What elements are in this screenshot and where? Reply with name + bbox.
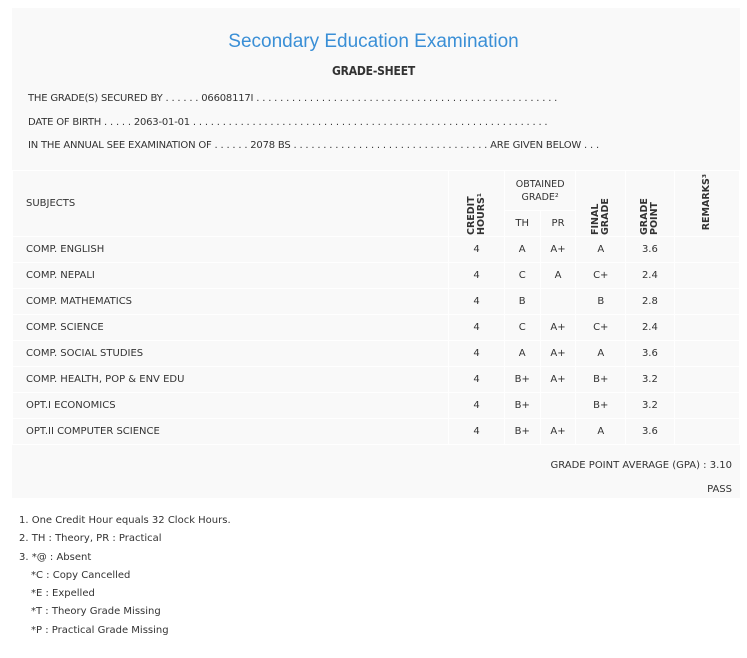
cell-th: B+	[503, 418, 541, 445]
cell-pr: A+	[539, 314, 577, 341]
cell-remarks	[673, 262, 741, 289]
cell-th: B+	[503, 392, 541, 419]
footnotes: 1. One Credit Hour equals 32 Clock Hours…	[19, 512, 231, 640]
exam-title: Secondary Education Examination	[228, 31, 519, 52]
cell-th: B+	[503, 366, 541, 393]
cell-pr: A+	[539, 236, 577, 263]
cell-final: A	[575, 236, 627, 263]
footnote: *P : Practical Grade Missing	[31, 624, 169, 636]
cell-remarks	[673, 366, 741, 393]
cell-subject: COMP. SOCIAL STUDIES	[11, 340, 450, 367]
table-row: COMP. ENGLISH 4 A A+ A 3.6	[11, 236, 741, 263]
cell-subject: COMP. NEPALI	[11, 262, 450, 289]
gpa-summary: GRADE POINT AVERAGE (GPA) : 3.10	[550, 460, 732, 471]
cell-pr	[539, 392, 577, 419]
cell-point: 3.6	[625, 340, 675, 367]
header-remarks: REMARKS³	[700, 173, 712, 231]
cell-point: 3.2	[625, 366, 675, 393]
cell-final: A	[575, 418, 627, 445]
table-row: OPT.I ECONOMICS 4 B+ B+ 3.2	[11, 392, 741, 419]
footnote: 3. *@ : Absent	[19, 551, 92, 563]
header-credit: CREDIT HOURS¹	[465, 192, 487, 235]
footnote: 2. TH : Theory, PR : Practical	[19, 533, 162, 545]
cell-credit: 4	[448, 262, 505, 289]
cell-credit: 4	[448, 314, 505, 341]
sheet-subtitle: GRADE-SHEET	[331, 64, 416, 78]
cell-remarks	[673, 340, 741, 367]
cell-credit: 4	[448, 288, 505, 315]
footnote: *T : Theory Grade Missing	[31, 606, 161, 618]
table-row: COMP. HEALTH, POP & ENV EDU 4 B+ A+ B+ 3.2	[11, 366, 741, 393]
cell-credit: 4	[448, 392, 505, 419]
cell-subject: COMP. MATHEMATICS	[11, 288, 450, 315]
table-row: COMP. NEPALI 4 C A C+ 2.4	[11, 262, 741, 289]
cell-th: C	[503, 262, 541, 289]
cell-subject: OPT.I ECONOMICS	[11, 392, 450, 419]
header-point: GRADE POINT	[638, 197, 660, 235]
cell-remarks	[673, 392, 741, 419]
cell-remarks	[673, 236, 741, 263]
header-th: TH	[503, 210, 541, 237]
secured-by-line: THE GRADE(S) SECURED BY . . . . . . 0660…	[28, 93, 558, 104]
cell-point: 3.6	[625, 418, 675, 445]
cell-remarks	[673, 418, 741, 445]
dob-line: DATE OF BIRTH . . . . . 2063-01-01 . . .…	[28, 117, 548, 128]
cell-credit: 4	[448, 366, 505, 393]
cell-remarks	[673, 314, 741, 341]
cell-pr: A+	[539, 418, 577, 445]
header-pr: PR	[539, 210, 577, 237]
footnote: 1. One Credit Hour equals 32 Clock Hours…	[19, 515, 231, 526]
header-final: FINAL GRADE	[589, 197, 611, 235]
cell-point: 3.2	[625, 392, 675, 419]
cell-subject: OPT.II COMPUTER SCIENCE	[11, 418, 450, 445]
cell-point: 3.6	[625, 236, 675, 263]
cell-subject: COMP. HEALTH, POP & ENV EDU	[11, 366, 450, 393]
cell-credit: 4	[448, 418, 505, 445]
cell-final: B+	[575, 392, 627, 419]
cell-pr: A+	[539, 366, 577, 393]
header-subjects: SUBJECTS	[11, 170, 450, 237]
table-row: COMP. SOCIAL STUDIES 4 A A+ A 3.6	[11, 340, 741, 367]
cell-credit: 4	[448, 340, 505, 367]
cell-pr: A	[539, 262, 577, 289]
table-row: OPT.II COMPUTER SCIENCE 4 B+ A+ A 3.6	[11, 418, 741, 445]
cell-final: B+	[575, 366, 627, 393]
cell-point: 2.8	[625, 288, 675, 315]
cell-pr: A+	[539, 340, 577, 367]
cell-final: C+	[575, 262, 627, 289]
cell-th: B	[503, 288, 541, 315]
footnote: *E : Expelled	[31, 588, 95, 600]
cell-point: 2.4	[625, 262, 675, 289]
cell-credit: 4	[448, 236, 505, 263]
table-row: COMP. SCIENCE 4 C A+ C+ 2.4	[11, 314, 741, 341]
cell-point: 2.4	[625, 314, 675, 341]
table-row: COMP. MATHEMATICS 4 B B 2.8	[11, 288, 741, 315]
result-status: PASS	[707, 484, 732, 495]
cell-th: C	[503, 314, 541, 341]
cell-final: B	[575, 288, 627, 315]
cell-final: C+	[575, 314, 627, 341]
header-obtained: OBTAINED GRADE²	[503, 170, 577, 211]
grades-table: SUBJECTS CREDIT HOURS¹ OBTAINED GRADE² F…	[11, 170, 741, 445]
footnote: *C : Copy Cancelled	[31, 569, 131, 581]
cell-th: A	[503, 236, 541, 263]
cell-th: A	[503, 340, 541, 367]
exam-line: IN THE ANNUAL SEE EXAMINATION OF . . . .…	[28, 140, 599, 151]
cell-subject: COMP. ENGLISH	[11, 236, 450, 263]
cell-subject: COMP. SCIENCE	[11, 314, 450, 341]
cell-pr	[539, 288, 577, 315]
cell-remarks	[673, 288, 741, 315]
cell-final: A	[575, 340, 627, 367]
